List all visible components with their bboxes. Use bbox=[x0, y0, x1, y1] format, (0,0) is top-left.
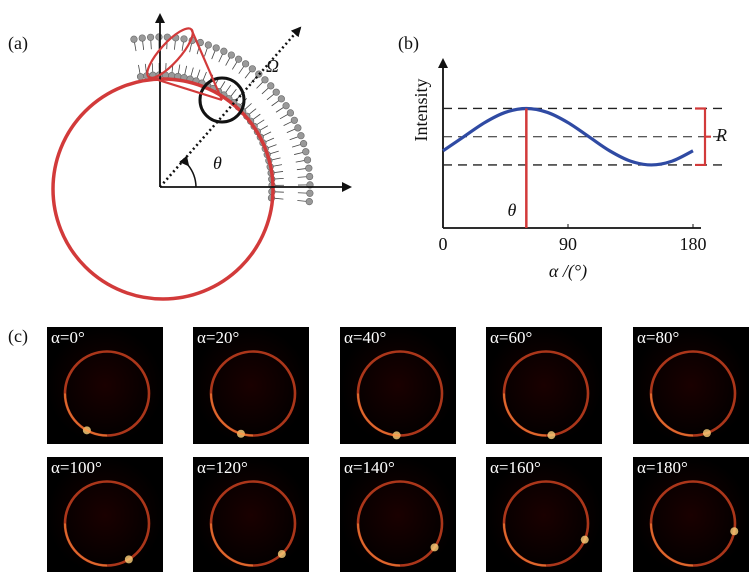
lipid-head bbox=[181, 36, 188, 43]
image-grid: α=0° α=20° α=40° α=60° α=80° α=100° α=120° α=14… bbox=[47, 327, 749, 572]
figure: (a) θ Ω (b) Intensity α /(°) 0 90 180 Rθ (c) α… bbox=[0, 0, 750, 572]
image-tile: α=160° bbox=[486, 457, 602, 572]
image-tile: α=100° bbox=[47, 457, 163, 572]
membrane bbox=[131, 34, 314, 205]
image-label: α=120° bbox=[197, 458, 248, 477]
lipid-head bbox=[156, 34, 163, 41]
image-tile: α=40° bbox=[340, 327, 456, 444]
image-tile: α=80° bbox=[633, 327, 749, 444]
bright-spot bbox=[278, 550, 286, 558]
x-tick-label: 180 bbox=[680, 234, 707, 254]
image-tile: α=120° bbox=[193, 457, 309, 572]
bright-spot bbox=[703, 429, 711, 437]
image-tile: α=20° bbox=[193, 327, 309, 444]
bright-spot bbox=[730, 527, 738, 535]
lipid-head bbox=[295, 125, 302, 132]
lipid-head bbox=[137, 73, 144, 80]
image-tile: α=60° bbox=[486, 327, 602, 444]
x-tick-label: 0 bbox=[439, 234, 448, 254]
panel-label: (a) bbox=[8, 33, 28, 54]
image-label: α=0° bbox=[51, 328, 85, 347]
bright-spot bbox=[125, 555, 133, 563]
image-label: α=40° bbox=[344, 328, 386, 347]
lipid-head bbox=[306, 198, 313, 205]
image-tile: α=180° bbox=[633, 457, 749, 572]
lipid-head bbox=[278, 96, 285, 103]
lipid-head bbox=[306, 165, 313, 172]
x-axis-title: α /(°) bbox=[549, 261, 587, 282]
lipid-head bbox=[273, 89, 280, 96]
lipid-head bbox=[235, 56, 242, 63]
lipid-head bbox=[249, 65, 256, 72]
y-axis-title: Intensity bbox=[411, 79, 431, 142]
panel-label: (b) bbox=[398, 33, 419, 54]
image-tile: α=140° bbox=[340, 457, 456, 572]
bright-spot bbox=[547, 431, 555, 439]
lipid-head bbox=[283, 102, 290, 109]
panel-label: (c) bbox=[8, 326, 28, 347]
lipid-head bbox=[262, 77, 269, 84]
bright-spot bbox=[581, 536, 589, 544]
image-label: α=160° bbox=[490, 458, 541, 477]
image-label: α=140° bbox=[344, 458, 395, 477]
lipid-head bbox=[242, 61, 249, 68]
lipid-head bbox=[306, 173, 313, 180]
lipid-head bbox=[287, 110, 294, 117]
lipid-head bbox=[131, 36, 138, 43]
lipid-head bbox=[267, 83, 274, 90]
range-label: R bbox=[715, 125, 727, 145]
lipid-head bbox=[304, 157, 311, 164]
image-label: α=80° bbox=[637, 328, 679, 347]
omega-label: Ω bbox=[266, 56, 279, 76]
lipid-head bbox=[307, 190, 314, 197]
lipid-head bbox=[291, 117, 298, 124]
lipid-head bbox=[228, 52, 235, 59]
image-label: α=20° bbox=[197, 328, 239, 347]
image-label: α=100° bbox=[51, 458, 102, 477]
lipid-head bbox=[300, 140, 307, 147]
chart: (b) Intensity α /(°) 0 90 180 Rθ bbox=[398, 33, 727, 282]
image-tile: α=0° bbox=[47, 327, 163, 444]
lipid-head bbox=[205, 42, 212, 49]
lipid-head bbox=[147, 34, 154, 41]
lipid-head bbox=[302, 148, 309, 155]
bright-spot bbox=[431, 543, 439, 551]
lipid-head bbox=[221, 48, 228, 55]
lipid-head bbox=[298, 132, 305, 139]
lipid-head bbox=[139, 35, 146, 42]
x-tick-label: 90 bbox=[559, 234, 577, 254]
image-label: α=180° bbox=[637, 458, 688, 477]
image-label: α=60° bbox=[490, 328, 532, 347]
theta-label: θ bbox=[507, 200, 516, 220]
theta-label: θ bbox=[213, 153, 222, 173]
angle-arc bbox=[188, 165, 196, 187]
lipid-head bbox=[213, 45, 220, 52]
